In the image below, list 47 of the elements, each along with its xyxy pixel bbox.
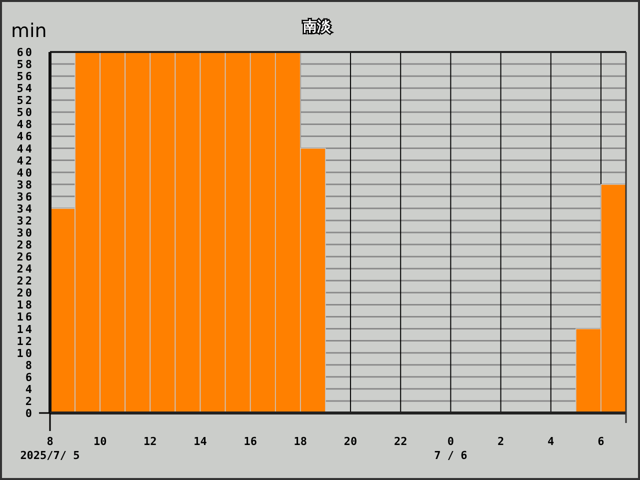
chart-title: 南淡 xyxy=(302,19,332,35)
y-tick-label: 20 xyxy=(16,286,34,300)
x-tick-label: 22 xyxy=(394,435,408,448)
y-tick-label: 44 xyxy=(16,142,34,156)
text: 7 / 6 xyxy=(434,449,468,462)
y-tick-label: 16 xyxy=(16,310,34,324)
y-tick-label: 18 xyxy=(16,298,34,312)
y-tick-label: 38 xyxy=(16,178,34,192)
y-tick-label: 6 xyxy=(25,370,34,384)
x-tick-label: 4 xyxy=(548,435,555,448)
y-tick-label: 52 xyxy=(16,94,34,108)
x-tick-label: 8 xyxy=(46,435,54,448)
y-tick-label: 46 xyxy=(16,130,34,144)
y-tick-label: 22 xyxy=(16,274,34,288)
y-tick-label: 2 xyxy=(25,394,34,408)
y-tick-label: 12 xyxy=(16,334,34,348)
x-tick-label: 16 xyxy=(244,435,258,448)
y-tick-label: 54 xyxy=(16,82,34,96)
y-tick-label: 0 xyxy=(25,407,34,420)
y-tick-label: 48 xyxy=(16,118,34,132)
y-tick-label: 26 xyxy=(16,250,34,264)
x-tick-label: 6 xyxy=(598,435,605,448)
y-tick-label: 32 xyxy=(16,214,34,228)
x-tick-label: 0 xyxy=(447,435,454,448)
x-tick-label: 20 xyxy=(344,435,358,448)
y-tick-label: 58 xyxy=(16,58,34,72)
y-tick-label: 8 xyxy=(25,358,34,372)
y-tick-label: 34 xyxy=(16,202,34,216)
y-tick-label: 4 xyxy=(25,382,34,396)
y-tick-label: 30 xyxy=(16,226,34,240)
y-tick-label: 28 xyxy=(16,238,34,252)
y-tick-label: 56 xyxy=(16,70,34,84)
x-tick-label: 2 xyxy=(497,435,504,448)
x-tick-label: 12 xyxy=(144,435,157,448)
y-tick-label: 50 xyxy=(16,106,34,120)
y-tick-label: 24 xyxy=(16,262,34,276)
y-axis-title: min xyxy=(11,20,47,42)
y-tick-label: 14 xyxy=(16,322,34,336)
x-tick-label: 10 xyxy=(93,435,107,448)
x-tick-label: 18 xyxy=(294,435,308,448)
y-tick-label: 60 xyxy=(16,46,34,59)
y-tick-label: 40 xyxy=(16,166,34,180)
y-tick-label: 10 xyxy=(16,346,34,360)
y-tick-label: 42 xyxy=(16,154,34,168)
x-tick-label: 14 xyxy=(194,435,208,448)
text: 2025/7/ 5 xyxy=(20,449,80,462)
y-tick-label: 36 xyxy=(16,190,34,204)
